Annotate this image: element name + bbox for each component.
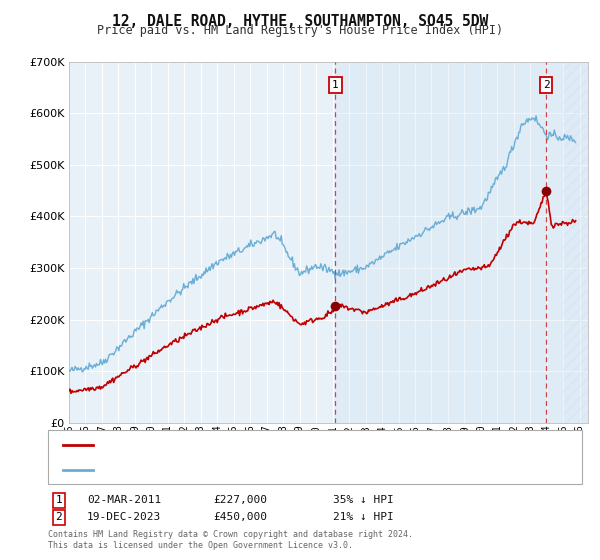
Text: HPI: Average price, detached house, New Forest: HPI: Average price, detached house, New … [99,465,386,475]
Text: 1: 1 [55,495,62,505]
Text: 12, DALE ROAD, HYTHE, SOUTHAMPTON, SO45 5DW (detached house): 12, DALE ROAD, HYTHE, SOUTHAMPTON, SO45 … [99,440,474,450]
Bar [335,62,563,423]
Text: Price paid vs. HM Land Registry's House Price Index (HPI): Price paid vs. HM Land Registry's House … [97,24,503,36]
Text: £227,000: £227,000 [213,495,267,505]
Text: This data is licensed under the Open Government Licence v3.0.: This data is licensed under the Open Gov… [48,541,353,550]
Text: 12, DALE ROAD, HYTHE, SOUTHAMPTON, SO45 5DW: 12, DALE ROAD, HYTHE, SOUTHAMPTON, SO45 … [112,14,488,29]
Bar [563,62,588,423]
Text: 02-MAR-2011: 02-MAR-2011 [87,495,161,505]
Text: 35% ↓ HPI: 35% ↓ HPI [333,495,394,505]
Text: 2: 2 [543,80,550,90]
Text: 2: 2 [55,512,62,522]
Text: 1: 1 [332,80,339,90]
Text: Contains HM Land Registry data © Crown copyright and database right 2024.: Contains HM Land Registry data © Crown c… [48,530,413,539]
Text: £450,000: £450,000 [213,512,267,522]
Text: 19-DEC-2023: 19-DEC-2023 [87,512,161,522]
Text: 21% ↓ HPI: 21% ↓ HPI [333,512,394,522]
